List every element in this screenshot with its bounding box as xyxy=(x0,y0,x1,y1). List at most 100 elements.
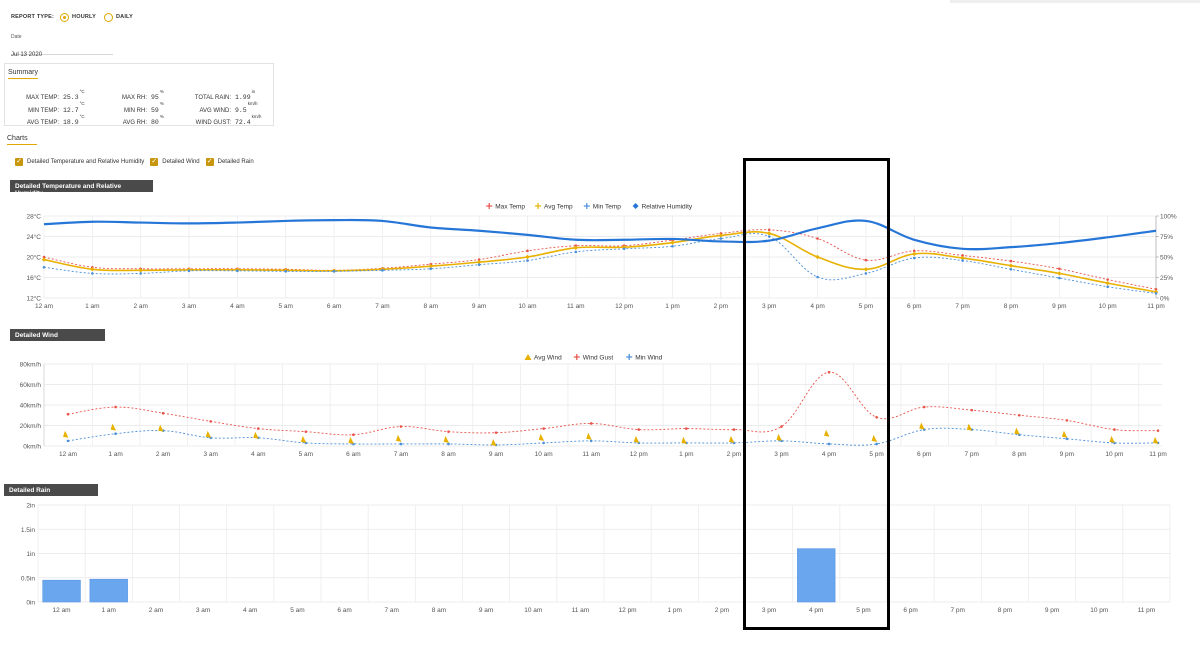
x-tick-label: 10 am xyxy=(518,303,536,310)
summary-item: MIN TEMP: 12.7°C xyxy=(5,99,85,117)
legend-label: Relative Humidity xyxy=(642,204,693,211)
rain-bar xyxy=(797,548,836,603)
summary-label: TOTAL RAIN: xyxy=(194,95,231,101)
radio-hourly-label[interactable]: HOURLY xyxy=(72,14,96,20)
data-point xyxy=(863,267,869,272)
data-point xyxy=(875,442,878,446)
summary-item: WIND GUST: 72.4km/h xyxy=(165,111,262,129)
avg-wind-marker xyxy=(1109,435,1115,443)
data-point xyxy=(1065,419,1069,422)
summary-item: MAX RH: 95% xyxy=(93,86,164,104)
data-point xyxy=(399,425,403,428)
avg-wind-marker xyxy=(110,423,117,431)
checkbox-wind-label[interactable]: Detailed Wind xyxy=(162,159,200,165)
summary-unit: km/h xyxy=(251,113,262,119)
checkbox-temp-rh-label[interactable]: Detailed Temperature and Relative Humidi… xyxy=(27,159,145,165)
data-point xyxy=(622,247,626,251)
series-line-min-wind xyxy=(67,427,1159,446)
x-tick-label: 6 pm xyxy=(903,607,917,614)
x-tick-label: 2 pm xyxy=(727,451,741,458)
data-point xyxy=(670,240,675,245)
x-tick-label: 7 pm xyxy=(965,451,979,458)
summary-item: AVG TEMP: 18.9°C xyxy=(5,111,85,129)
data-point xyxy=(1113,428,1116,431)
data-point xyxy=(1154,292,1158,295)
checkbox-rain[interactable]: ✓ xyxy=(205,158,214,166)
y-tick-label: 1in xyxy=(26,551,35,558)
x-tick-label: 7 am xyxy=(385,607,399,614)
data-point xyxy=(589,439,593,443)
data-point xyxy=(574,250,578,254)
avg-wind-marker xyxy=(919,422,925,430)
x-tick-label: 3 am xyxy=(182,303,196,310)
rain-grid xyxy=(37,504,1171,603)
chart-legend: Max Temp Avg Temp Min Temp Relative Humidit… xyxy=(486,203,693,211)
data-point xyxy=(332,270,336,273)
data-point xyxy=(1009,259,1013,263)
summary-label: MIN TEMP: xyxy=(28,107,59,114)
y-tick-label: 2in xyxy=(26,503,35,510)
x-tick-label: 1 am xyxy=(85,303,99,310)
data-point xyxy=(477,258,481,261)
x-tick-label: 10 pm xyxy=(1105,451,1123,458)
series-line-wind-gust xyxy=(67,371,1159,436)
avg-wind-marker xyxy=(491,438,497,446)
avg-wind-marker xyxy=(776,433,782,441)
radio-hourly[interactable] xyxy=(60,12,70,22)
avg-wind-marker xyxy=(158,424,164,432)
x-tick-label: 9 pm xyxy=(1052,303,1066,310)
x-tick-label: 12 pm xyxy=(615,303,633,310)
x-tick-label: 7 am xyxy=(394,451,408,458)
x-tick-label: 9 pm xyxy=(1060,451,1074,458)
data-point xyxy=(912,251,917,257)
summary-label: AVG WIND: xyxy=(199,107,231,114)
radio-daily-label[interactable]: DAILY xyxy=(115,14,133,20)
summary-value: 95 xyxy=(151,94,159,101)
summary-unit: °C xyxy=(79,113,85,119)
y-tick-label: 1.5in xyxy=(21,527,35,534)
data-point xyxy=(875,416,878,419)
checkbox-wind[interactable]: ✓ xyxy=(150,158,159,166)
data-point xyxy=(1106,278,1109,281)
summary-value: 80 xyxy=(151,119,159,126)
x-tick-label: 4 pm xyxy=(810,303,824,310)
x-tick-label: 6 am xyxy=(346,451,360,458)
date-field[interactable]: Jul 13 2020 xyxy=(11,43,113,58)
data-point xyxy=(912,256,916,260)
wind-grid xyxy=(44,363,1162,447)
x-tick-label: 10 pm xyxy=(1090,607,1108,614)
x-tick-label: 3 am xyxy=(196,607,210,614)
data-point xyxy=(114,432,117,435)
data-point xyxy=(381,269,384,272)
summary-item: MAX TEMP: 25.3°C xyxy=(5,86,85,104)
data-point xyxy=(1105,280,1110,286)
checkbox-temp-rh[interactable]: ✓ xyxy=(15,158,23,166)
x-tick-label: 8 am xyxy=(424,303,438,310)
radio-daily[interactable] xyxy=(103,12,113,22)
data-point xyxy=(815,254,820,260)
y-tick-label: 60km/h xyxy=(20,382,42,389)
x-tick-label: 7 pm xyxy=(955,303,969,310)
avg-wind-marker xyxy=(681,436,687,444)
legend-item: Avg Temp xyxy=(535,203,573,211)
data-point xyxy=(187,269,191,273)
x-tick-label: 12 am xyxy=(35,303,53,310)
legend-diamond-icon xyxy=(632,203,639,209)
avg-wind-marker xyxy=(395,434,402,442)
summary-value: 18.9 xyxy=(63,119,79,126)
x-tick-label: 9 am xyxy=(472,303,486,310)
x-tick-label: 6 am xyxy=(327,303,341,310)
data-point xyxy=(573,245,579,250)
chart-legend: Avg Wind Wind Gust Min Wind xyxy=(524,354,663,362)
avg-wind-marker xyxy=(728,435,735,443)
data-point xyxy=(447,430,450,433)
x-tick-label: 11 am xyxy=(572,607,590,614)
x-tick-label: 11 am xyxy=(567,303,585,310)
data-point xyxy=(1008,263,1014,268)
x-tick-label: 1 pm xyxy=(668,607,682,614)
y-tick-label: 20km/h xyxy=(20,423,42,430)
series-line-avg-temp xyxy=(43,231,1157,293)
x-tick-label: 2 am xyxy=(156,451,170,458)
checkbox-rain-label[interactable]: Detailed Rain xyxy=(217,159,254,165)
data-point xyxy=(542,427,545,430)
